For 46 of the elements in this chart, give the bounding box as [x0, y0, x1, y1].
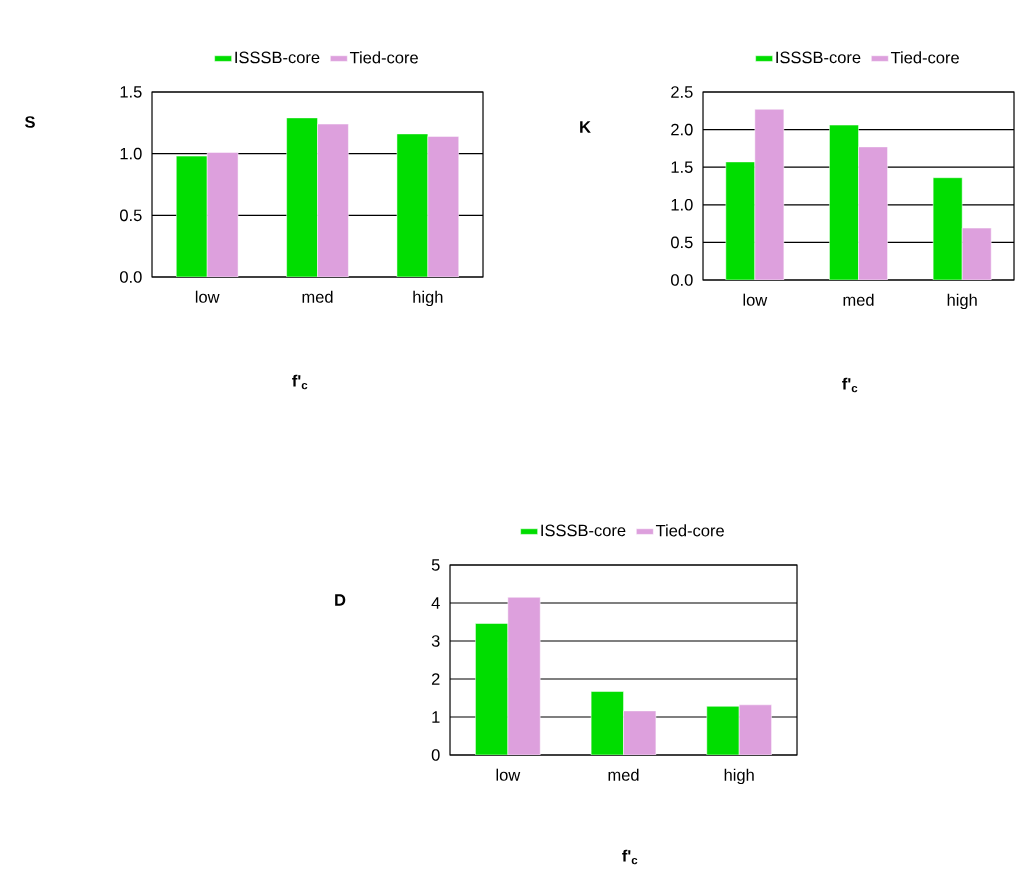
bar	[932, 177, 963, 280]
x-axis-title: f'$_{c}$	[842, 377, 858, 393]
x-tick-label: med	[608, 768, 639, 781]
y-axis-title: K	[580, 121, 591, 133]
legend-label: ISSSB-core	[776, 51, 861, 64]
x-axis-title: f'$_{c}$	[622, 849, 638, 865]
y-tick-label: 1.5	[671, 161, 693, 173]
legend-label: ISSSB-core	[541, 524, 626, 537]
x-tick-label: med	[302, 290, 333, 303]
bar	[725, 161, 756, 280]
x-tick-label: high	[413, 290, 443, 307]
bar	[286, 117, 318, 277]
y-tick-label: 3	[431, 635, 440, 647]
legend-label: ISSSB-core	[235, 51, 320, 64]
y-tick-label: 2	[431, 673, 440, 685]
legend-label: Tied-core	[655, 524, 724, 537]
bar	[427, 136, 459, 277]
x-tick-label: high	[947, 293, 977, 310]
y-tick-label: 0.5	[120, 209, 142, 222]
y-tick-label: 0	[431, 749, 440, 761]
x-tick-label: high	[724, 768, 754, 785]
y-tick-label: 0.0	[671, 274, 693, 286]
y-tick-label: 0.5	[671, 236, 693, 249]
bar	[396, 133, 429, 277]
x-tick-label: med	[843, 293, 874, 306]
bar	[829, 124, 859, 280]
y-tick-label: 0.0	[120, 271, 142, 283]
y-axis-title: S	[24, 116, 35, 128]
y-tick-label: 5	[431, 559, 440, 571]
legend-label: Tied-core	[349, 51, 418, 64]
bar	[317, 123, 349, 277]
y-tick-label: 1	[432, 711, 440, 723]
x-tick-label: low	[496, 768, 521, 781]
y-tick-label: 1.5	[120, 86, 142, 98]
x-tick-label: low	[195, 290, 220, 303]
y-tick-label: 4	[431, 597, 440, 609]
y-tick-label: 1.0	[671, 198, 693, 211]
bar	[176, 155, 208, 277]
bar	[206, 152, 239, 277]
x-tick-label: low	[743, 293, 768, 306]
y-axis-title: D	[335, 594, 346, 606]
legend-label: Tied-core	[890, 51, 959, 64]
y-tick-label: 2.5	[671, 86, 693, 98]
y-tick-label: 2.0	[671, 123, 693, 136]
y-tick-label: 1.0	[120, 147, 142, 160]
x-axis-title: f'$_{c}$	[292, 374, 308, 390]
